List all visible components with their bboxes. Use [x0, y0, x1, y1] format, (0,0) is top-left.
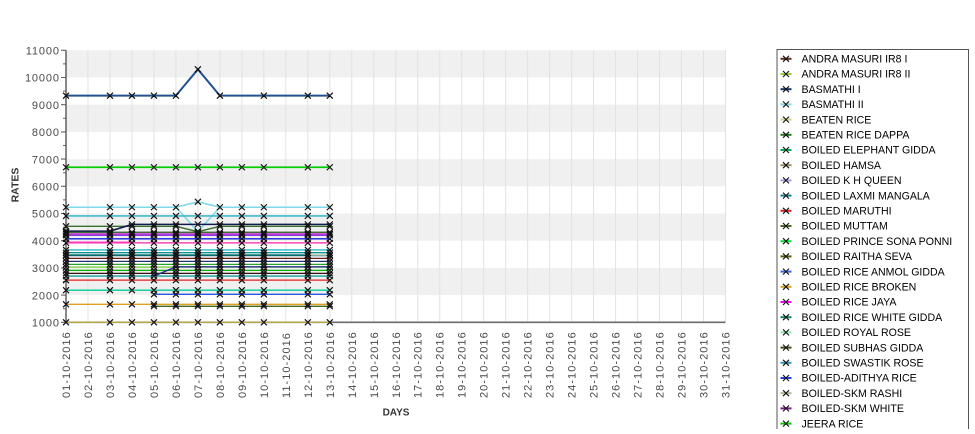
svg-text:29-10-2016: 29-10-2016	[677, 331, 689, 398]
svg-text:15-10-2016: 15-10-2016	[369, 331, 381, 398]
svg-text:4000: 4000	[32, 236, 60, 248]
svg-text:BOILED RICE WHITE GIDDA: BOILED RICE WHITE GIDDA	[802, 312, 944, 324]
svg-text:JEERA RICE: JEERA RICE	[802, 418, 864, 429]
svg-text:ANDRA MASURI IR8 II: ANDRA MASURI IR8 II	[802, 69, 911, 81]
svg-text:BOILED RICE BROKEN: BOILED RICE BROKEN	[802, 282, 917, 294]
svg-text:BOILED RICE JAYA: BOILED RICE JAYA	[802, 297, 898, 309]
svg-text:11000: 11000	[26, 46, 60, 58]
svg-text:03-10-2016: 03-10-2016	[105, 331, 117, 398]
svg-text:16-10-2016: 16-10-2016	[391, 331, 403, 398]
svg-text:BOILED RICE ANMOL GIDDA: BOILED RICE ANMOL GIDDA	[802, 266, 946, 278]
svg-text:BOILED ROYAL ROSE: BOILED ROYAL ROSE	[802, 327, 912, 339]
svg-text:24-10-2016: 24-10-2016	[567, 331, 579, 398]
svg-text:28-10-2016: 28-10-2016	[655, 331, 667, 398]
svg-text:07-10-2016: 07-10-2016	[193, 331, 205, 398]
svg-text:BEATEN RICE: BEATEN RICE	[802, 114, 872, 126]
svg-text:6000: 6000	[32, 182, 60, 194]
svg-text:04-10-2016: 04-10-2016	[127, 331, 139, 398]
svg-text:BOILED-ADITHYA RICE: BOILED-ADITHYA RICE	[802, 373, 917, 385]
svg-text:06-10-2016: 06-10-2016	[171, 331, 183, 398]
svg-text:12-10-2016: 12-10-2016	[303, 331, 315, 398]
svg-text:7000: 7000	[32, 154, 60, 166]
svg-text:25-10-2016: 25-10-2016	[589, 331, 601, 398]
svg-text:BOILED LAXMI MANGALA: BOILED LAXMI MANGALA	[802, 190, 931, 202]
svg-text:02-10-2016: 02-10-2016	[83, 331, 95, 398]
svg-text:11-10-2016: 11-10-2016	[281, 332, 293, 398]
svg-text:10000: 10000	[25, 73, 60, 85]
svg-text:2000: 2000	[32, 290, 60, 302]
svg-text:BOILED PRINCE SONA PONNI: BOILED PRINCE SONA PONNI	[802, 236, 953, 248]
svg-text:3000: 3000	[32, 263, 60, 275]
svg-text:23-10-2016: 23-10-2016	[545, 331, 557, 398]
svg-text:05-10-2016: 05-10-2016	[149, 331, 161, 398]
svg-text:31-10-2016: 31-10-2016	[721, 331, 733, 398]
svg-text:21-10-2016: 21-10-2016	[501, 331, 513, 398]
svg-text:17-10-2016: 17-10-2016	[413, 331, 425, 398]
svg-text:09-10-2016: 09-10-2016	[237, 331, 249, 398]
svg-text:BOILED SUBHAS GIDDA: BOILED SUBHAS GIDDA	[802, 342, 925, 354]
svg-text:20-10-2016: 20-10-2016	[479, 331, 491, 398]
svg-text:BOILED MARUTHI: BOILED MARUTHI	[802, 206, 892, 218]
svg-text:BOILED K H QUEEN: BOILED K H QUEEN	[802, 175, 902, 187]
svg-text:BOILED HAMSA: BOILED HAMSA	[802, 160, 882, 172]
svg-text:5000: 5000	[32, 209, 60, 221]
svg-text:13-10-2016: 13-10-2016	[325, 331, 337, 398]
svg-text:1000: 1000	[32, 318, 60, 330]
svg-text:BASMATHI I: BASMATHI I	[802, 84, 861, 96]
svg-text:8000: 8000	[32, 127, 60, 139]
svg-text:30-10-2016: 30-10-2016	[699, 331, 711, 398]
svg-text:14-10-2016: 14-10-2016	[347, 331, 359, 398]
svg-text:BOILED ELEPHANT GIDDA: BOILED ELEPHANT GIDDA	[802, 145, 937, 157]
svg-text:BOILED MUTTAM: BOILED MUTTAM	[802, 221, 888, 233]
svg-text:27-10-2016: 27-10-2016	[633, 331, 645, 398]
svg-text:01-10-2016: 01-10-2016	[61, 331, 73, 398]
svg-text:9000: 9000	[32, 100, 60, 112]
svg-text:DAYS: DAYS	[383, 408, 410, 419]
svg-text:BOILED RAITHA SEVA: BOILED RAITHA SEVA	[802, 251, 913, 263]
svg-text:BOILED-SKM WHITE: BOILED-SKM WHITE	[802, 403, 904, 415]
svg-text:BOILED SWASTIK ROSE: BOILED SWASTIK ROSE	[802, 358, 924, 370]
svg-text:10-10-2016: 10-10-2016	[259, 331, 271, 398]
svg-text:BEATEN RICE DAPPA: BEATEN RICE DAPPA	[802, 130, 911, 142]
svg-text:RATES: RATES	[9, 168, 21, 203]
svg-text:26-10-2016: 26-10-2016	[611, 331, 623, 398]
svg-text:08-10-2016: 08-10-2016	[215, 331, 227, 398]
svg-text:18-10-2016: 18-10-2016	[435, 331, 447, 398]
svg-text:BASMATHI II: BASMATHI II	[802, 99, 864, 111]
svg-text:22-10-2016: 22-10-2016	[523, 331, 535, 398]
svg-text:ANDRA MASURI IR8 I: ANDRA MASURI IR8 I	[802, 54, 908, 66]
svg-text:BOILED-SKM RASHI: BOILED-SKM RASHI	[802, 388, 903, 400]
svg-text:19-10-2016: 19-10-2016	[457, 331, 469, 398]
